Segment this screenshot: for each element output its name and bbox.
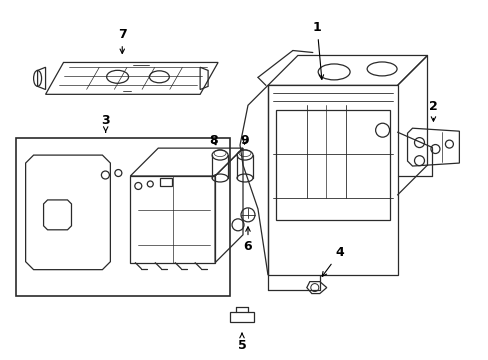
Text: 8: 8 <box>208 134 217 147</box>
Bar <box>275 110 389 220</box>
Text: 6: 6 <box>243 227 252 253</box>
Bar <box>130 176 215 263</box>
Text: 2: 2 <box>428 100 437 121</box>
Bar <box>16 138 229 296</box>
Bar <box>267 85 397 275</box>
Text: 9: 9 <box>240 134 249 147</box>
Text: 7: 7 <box>118 28 126 53</box>
Text: 4: 4 <box>322 246 344 276</box>
Bar <box>229 312 253 323</box>
Text: 1: 1 <box>312 21 323 79</box>
Text: 5: 5 <box>237 333 246 352</box>
Text: 3: 3 <box>101 114 110 132</box>
